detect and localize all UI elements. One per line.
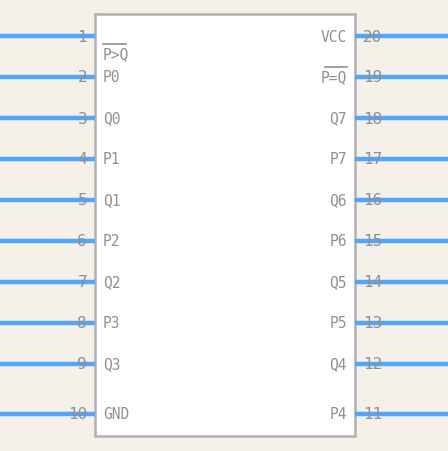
Text: 19: 19	[363, 70, 382, 85]
Text: GND: GND	[103, 407, 129, 422]
Text: Q3: Q3	[103, 357, 121, 372]
Text: 14: 14	[363, 275, 382, 290]
Text: 4: 4	[78, 152, 87, 167]
Text: 11: 11	[363, 407, 382, 422]
Text: P3: P3	[103, 316, 121, 331]
Text: 15: 15	[363, 234, 382, 249]
Text: Q0: Q0	[103, 111, 121, 126]
Text: Q4: Q4	[329, 357, 347, 372]
Text: P2: P2	[103, 234, 121, 249]
Text: 18: 18	[363, 111, 382, 126]
Text: 2: 2	[78, 70, 87, 85]
Text: 6: 6	[78, 234, 87, 249]
Text: P>Q: P>Q	[103, 47, 129, 62]
Text: 9: 9	[78, 357, 87, 372]
Text: 3: 3	[78, 111, 87, 126]
Bar	[95, 15, 355, 436]
Text: Q7: Q7	[329, 111, 347, 126]
Text: P5: P5	[329, 316, 347, 331]
Text: P6: P6	[329, 234, 347, 249]
Text: 7: 7	[78, 275, 87, 290]
Text: 16: 16	[363, 193, 382, 208]
Text: Q6: Q6	[329, 193, 347, 208]
Text: Q1: Q1	[103, 193, 121, 208]
Text: P=Q: P=Q	[321, 70, 347, 85]
Text: 8: 8	[78, 316, 87, 331]
Text: P1: P1	[103, 152, 121, 167]
Text: 10: 10	[68, 407, 87, 422]
Text: 13: 13	[363, 316, 382, 331]
Text: P0: P0	[103, 70, 121, 85]
Text: Q2: Q2	[103, 275, 121, 290]
Text: VCC: VCC	[321, 29, 347, 44]
Text: P7: P7	[329, 152, 347, 167]
Text: P4: P4	[329, 407, 347, 422]
Text: Q5: Q5	[329, 275, 347, 290]
Text: 17: 17	[363, 152, 382, 167]
Text: 12: 12	[363, 357, 382, 372]
Text: 5: 5	[78, 193, 87, 208]
Text: 1: 1	[78, 29, 87, 44]
Text: 20: 20	[363, 29, 382, 44]
